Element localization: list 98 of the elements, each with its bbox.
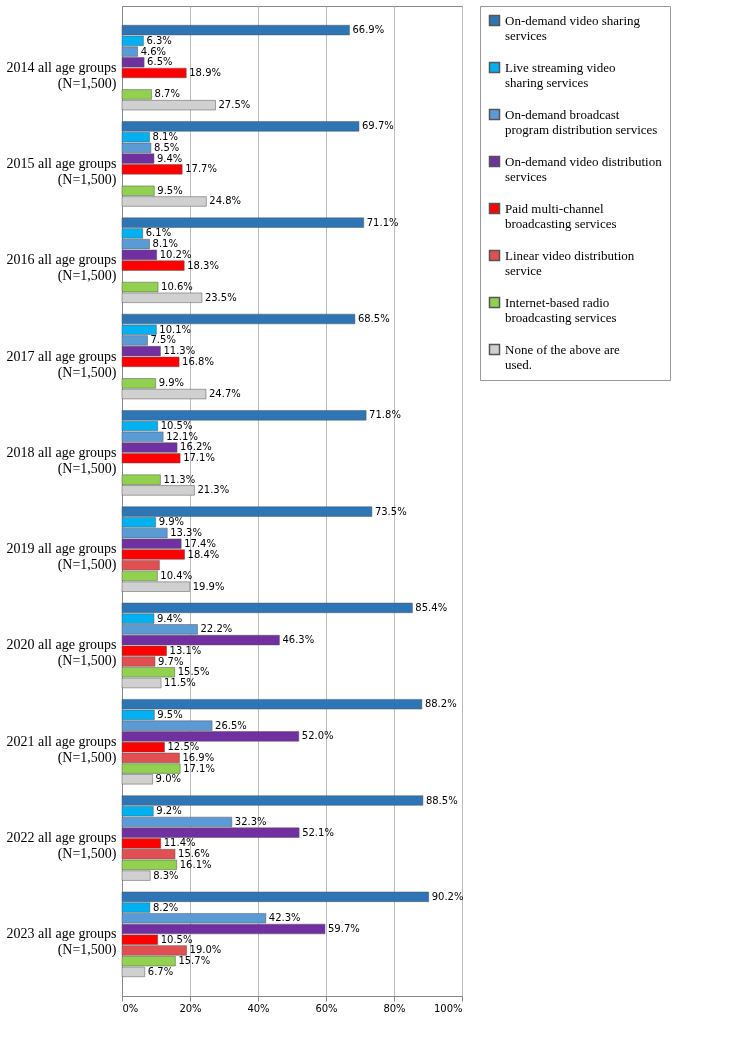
data-label: 9.4% bbox=[156, 612, 183, 624]
data-label: 13.1% bbox=[169, 644, 202, 656]
data-label: 16.8% bbox=[182, 355, 214, 367]
data-label: 8.5% bbox=[153, 141, 180, 153]
data-label: 9.4% bbox=[156, 152, 183, 164]
data-label: 88.5% bbox=[425, 794, 458, 806]
data-label: 59.7% bbox=[327, 923, 360, 934]
y-tick-label: 2017 all age groups (N=1,500) bbox=[6, 348, 117, 381]
data-label: 17.1% bbox=[183, 762, 215, 774]
data-label: 6.1% bbox=[145, 227, 172, 239]
data-label: 16.2% bbox=[180, 441, 212, 453]
y-tick-label: 2018 all age groups (N=1,500) bbox=[6, 444, 117, 477]
x-tick-label: 0% bbox=[122, 1002, 139, 1014]
legend-label: Live streaming video sharing services bbox=[505, 59, 616, 90]
data-label: 8.2% bbox=[152, 901, 179, 913]
data-label: 18.9% bbox=[189, 67, 222, 78]
data-label: 10.5% bbox=[160, 420, 193, 432]
data-label: 15.7% bbox=[178, 955, 211, 967]
data-label: 10.1% bbox=[159, 323, 192, 335]
data-label: 15.5% bbox=[177, 666, 210, 678]
x-tick-label: 20% bbox=[179, 1002, 202, 1014]
data-label: 24.8% bbox=[209, 195, 242, 207]
data-label: 69.7% bbox=[361, 120, 394, 132]
data-label: 16.1% bbox=[179, 858, 212, 870]
data-label: 85.4% bbox=[415, 601, 448, 613]
data-label: 27.5% bbox=[218, 99, 251, 111]
data-label: 12.1% bbox=[166, 430, 198, 442]
y-tick-label: 2022 all age groups (N=1,500) bbox=[6, 830, 117, 863]
y-tick-label: 2015 all age groups (N=1,500) bbox=[6, 155, 117, 188]
data-label: 19.9% bbox=[192, 580, 225, 592]
data-label: 52.1% bbox=[302, 826, 334, 838]
data-label: 66.9% bbox=[352, 24, 385, 36]
data-label: 10.6% bbox=[161, 281, 193, 293]
data-label: 7.5% bbox=[150, 334, 176, 346]
data-label: 9.5% bbox=[157, 184, 183, 196]
x-tick-label: 60% bbox=[315, 1002, 338, 1014]
data-label: 9.5% bbox=[157, 708, 183, 720]
data-label: 11.4% bbox=[163, 837, 196, 849]
data-label: 6.5% bbox=[147, 56, 173, 68]
data-label: 16.9% bbox=[182, 751, 215, 763]
legend-label: Paid multi-channel broadcasting services bbox=[505, 200, 617, 231]
legend-label: On-demand broadcast program distribution services bbox=[505, 106, 658, 137]
data-label: 9.9% bbox=[158, 516, 185, 528]
legend-label: None of the above are used. bbox=[505, 341, 621, 372]
data-label: 8.3% bbox=[153, 869, 179, 881]
data-label: 26.5% bbox=[215, 719, 247, 731]
data-label: 9.7% bbox=[157, 655, 184, 667]
y-tick-label: 2014 all age groups (N=1,500) bbox=[6, 59, 117, 92]
data-label: 11.3% bbox=[163, 473, 196, 485]
data-label: 9.0% bbox=[155, 773, 182, 785]
x-tick-label: 80% bbox=[383, 1002, 406, 1014]
data-label: 17.4% bbox=[184, 537, 216, 549]
x-tick-label: 40% bbox=[247, 1002, 270, 1014]
data-label: 10.2% bbox=[159, 248, 192, 260]
data-label: 71.8% bbox=[369, 409, 401, 421]
data-label: 17.7% bbox=[185, 163, 217, 175]
data-label: 71.1% bbox=[366, 216, 399, 228]
data-label: 90.2% bbox=[431, 890, 464, 902]
data-label: 9.9% bbox=[158, 377, 185, 389]
y-tick-label: 2023 all age groups (N=1,500) bbox=[6, 926, 117, 959]
data-label: 8.7% bbox=[154, 88, 180, 100]
y-tick-label: 2020 all age groups (N=1,500) bbox=[6, 637, 117, 670]
data-label: 52.0% bbox=[301, 730, 334, 742]
data-label: 9.2% bbox=[156, 805, 182, 817]
y-tick-label: 2021 all age groups (N=1,500) bbox=[6, 733, 117, 766]
data-label: 4.6% bbox=[140, 45, 167, 57]
legend-label: Linear video distribution service bbox=[505, 247, 635, 278]
data-label: 10.5% bbox=[160, 933, 193, 945]
legend-label: On-demand video distribution services bbox=[505, 153, 663, 184]
data-label: 19.0% bbox=[189, 944, 222, 956]
data-label: 18.3% bbox=[187, 259, 219, 271]
data-label: 88.2% bbox=[424, 698, 457, 710]
y-tick-label: 2019 all age groups (N=1,500) bbox=[6, 541, 117, 574]
data-label: 42.3% bbox=[268, 912, 301, 924]
data-label: 6.7% bbox=[147, 965, 174, 977]
data-label: 11.3% bbox=[163, 345, 196, 357]
data-label: 22.2% bbox=[200, 623, 233, 635]
data-label: 23.5% bbox=[204, 291, 237, 303]
data-label: 11.5% bbox=[164, 677, 196, 688]
legend-label: Internet-based radio broadcasting services bbox=[505, 294, 617, 325]
data-label: 46.3% bbox=[282, 634, 315, 646]
x-tick-label: 100% bbox=[433, 1002, 463, 1014]
data-label: 32.3% bbox=[234, 815, 267, 827]
data-label: 21.3% bbox=[197, 484, 230, 496]
data-label: 6.3% bbox=[146, 34, 172, 46]
data-label: 12.5% bbox=[167, 741, 200, 753]
data-label: 24.7% bbox=[208, 388, 241, 400]
data-label: 18.4% bbox=[187, 548, 220, 560]
y-tick-label: 2016 all age groups (N=1,500) bbox=[6, 252, 117, 285]
data-label: 68.5% bbox=[357, 313, 390, 324]
data-label: 8.1% bbox=[152, 238, 178, 250]
data-label: 8.1% bbox=[152, 131, 178, 143]
data-label: 15.6% bbox=[178, 848, 210, 860]
legend-label: On-demand video sharing services bbox=[505, 12, 641, 43]
data-label: 13.3% bbox=[170, 527, 202, 539]
data-label: 73.5% bbox=[374, 505, 407, 517]
data-label: 17.1% bbox=[183, 452, 215, 464]
data-label: 10.4% bbox=[160, 569, 193, 581]
